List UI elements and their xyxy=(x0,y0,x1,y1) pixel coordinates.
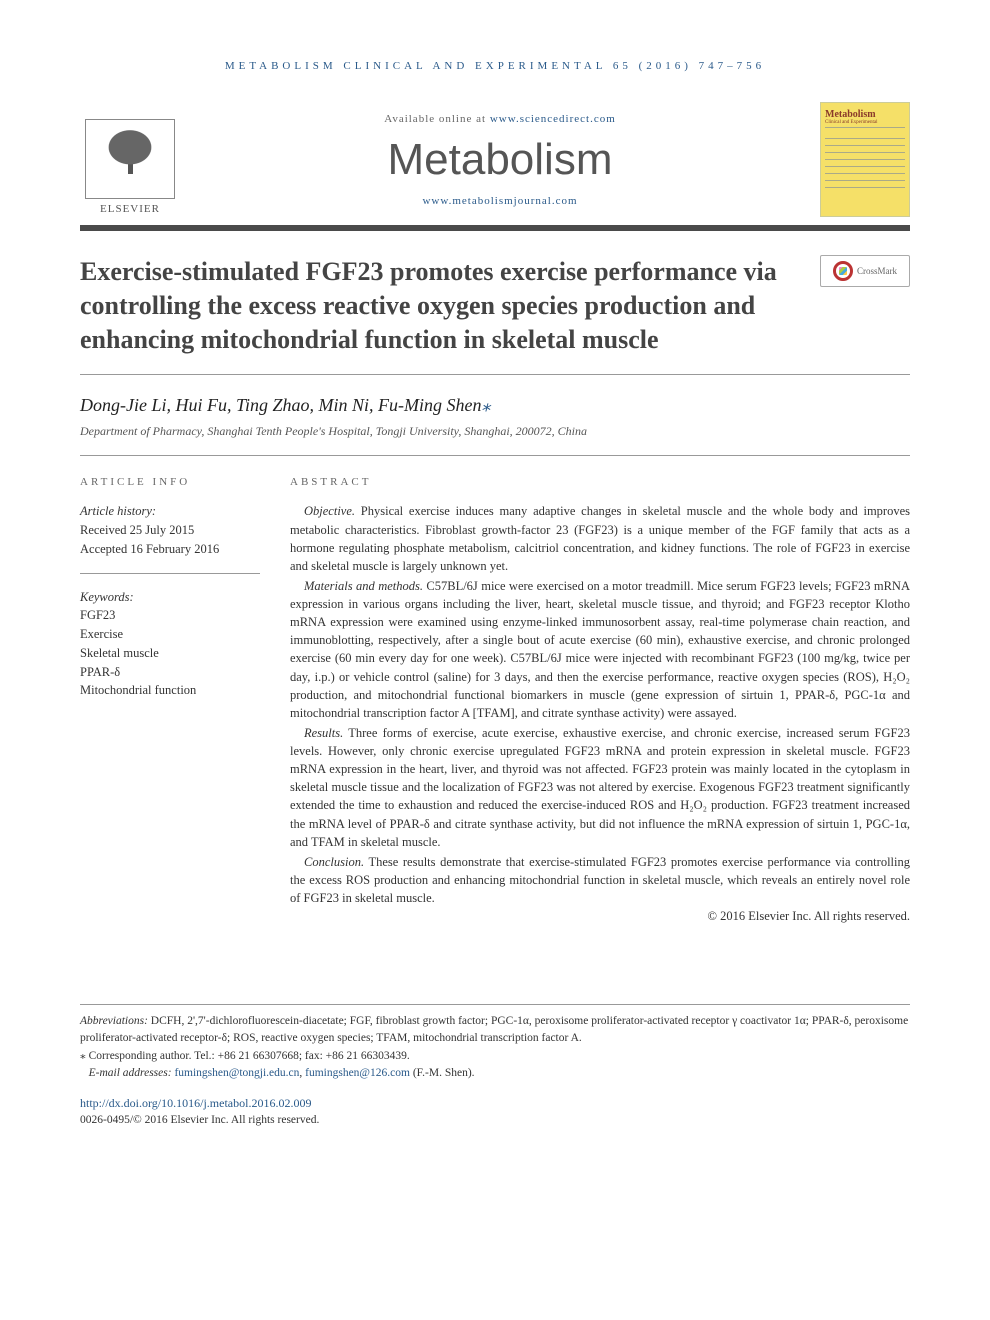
available-prefix: Available online at xyxy=(384,113,490,125)
abstract-conclusion: Conclusion. These results demonstrate th… xyxy=(290,853,910,907)
article-info-column: ARTICLE INFO Article history: Received 2… xyxy=(80,476,260,924)
abstract-text: Three forms of exercise, acute exercise,… xyxy=(290,726,910,849)
abstract-lead: Materials and methods. xyxy=(304,579,423,593)
journal-header: ELSEVIER Available online at www.science… xyxy=(80,102,910,217)
email-link-1[interactable]: fumingshen@tongji.edu.cn xyxy=(174,1067,299,1079)
crossmark-icon xyxy=(833,261,853,281)
footnotes: Abbreviations: DCFH, 2',7'-dichlorofluor… xyxy=(80,1004,910,1129)
journal-url[interactable]: www.metabolismjournal.com xyxy=(422,195,577,207)
article-title: Exercise-stimulated FGF23 promotes exerc… xyxy=(80,255,910,356)
issn-copyright-line: 0026-0495/© 2016 Elsevier Inc. All right… xyxy=(80,1112,910,1129)
authors-text: Dong-Jie Li, Hui Fu, Ting Zhao, Min Ni, … xyxy=(80,395,481,415)
received-date: Received 25 July 2015 xyxy=(80,521,260,540)
journal-homepage-link: www.metabolismjournal.com xyxy=(180,195,820,207)
corr-text: Corresponding author. Tel.: +86 21 66307… xyxy=(86,1050,410,1062)
info-divider xyxy=(80,573,260,574)
corresponding-author-line: ⁎ Corresponding author. Tel.: +86 21 663… xyxy=(80,1048,910,1065)
abstract-text: C57BL/6J mice were exercised on a motor … xyxy=(290,579,910,720)
abstract-text: Physical exercise induces many adaptive … xyxy=(290,504,910,572)
keyword: Skeletal muscle xyxy=(80,644,260,663)
abstract-methods: Materials and methods. C57BL/6J mice wer… xyxy=(290,577,910,722)
abstract-lead: Objective. xyxy=(304,504,355,518)
keyword: Exercise xyxy=(80,625,260,644)
title-section: Exercise-stimulated FGF23 promotes exerc… xyxy=(80,225,910,375)
abstract-copyright: © 2016 Elsevier Inc. All rights reserved… xyxy=(290,909,910,924)
email-line: E-mail addresses: fumingshen@tongji.edu.… xyxy=(80,1065,910,1082)
corresponding-mark: ⁎ xyxy=(481,395,490,415)
running-header: METABOLISM CLINICAL AND EXPERIMENTAL 65 … xyxy=(80,60,910,72)
email-label: E-mail addresses: xyxy=(89,1067,175,1079)
abbr-label: Abbreviations: xyxy=(80,1015,148,1027)
keywords-label: Keywords: xyxy=(80,588,260,607)
keyword: Mitochondrial function xyxy=(80,681,260,700)
keyword: FGF23 xyxy=(80,606,260,625)
affiliation: Department of Pharmacy, Shanghai Tenth P… xyxy=(80,424,910,456)
abstract-objective: Objective. Physical exercise induces man… xyxy=(290,502,910,575)
accepted-date: Accepted 16 February 2016 xyxy=(80,540,260,559)
author-list: Dong-Jie Li, Hui Fu, Ting Zhao, Min Ni, … xyxy=(80,395,910,416)
elsevier-label: ELSEVIER xyxy=(100,203,160,215)
article-info-heading: ARTICLE INFO xyxy=(80,476,260,488)
elsevier-tree-icon xyxy=(85,119,175,199)
doi-line: http://dx.doi.org/10.1016/j.metabol.2016… xyxy=(80,1094,910,1112)
abstract-results: Results. Three forms of exercise, acute … xyxy=(290,724,910,851)
article-info-block: Article history: Received 25 July 2015 A… xyxy=(80,502,260,700)
cover-subtitle: Clinical and Experimental xyxy=(825,120,905,128)
elsevier-logo: ELSEVIER xyxy=(80,105,180,215)
abbreviations-line: Abbreviations: DCFH, 2',7'-dichlorofluor… xyxy=(80,1013,910,1048)
available-online-text: Available online at www.sciencedirect.co… xyxy=(180,113,820,125)
crossmark-badge[interactable]: CrossMark xyxy=(820,255,910,287)
doi-link[interactable]: http://dx.doi.org/10.1016/j.metabol.2016… xyxy=(80,1096,311,1110)
abstract-lead: Results. xyxy=(304,726,343,740)
abbr-text: DCFH, 2',7'-dichlorofluorescein-diacetat… xyxy=(80,1015,908,1044)
crossmark-label: CrossMark xyxy=(857,266,897,276)
sciencedirect-link[interactable]: www.sciencedirect.com xyxy=(490,113,616,125)
cover-title: Metabolism xyxy=(825,109,905,120)
abstract-lead: Conclusion. xyxy=(304,855,364,869)
content-columns: ARTICLE INFO Article history: Received 2… xyxy=(80,476,910,924)
email-link-2[interactable]: fumingshen@126.com xyxy=(305,1067,410,1079)
center-header: Available online at www.sciencedirect.co… xyxy=(180,113,820,207)
history-label: Article history: xyxy=(80,502,260,521)
abstract-text: These results demonstrate that exercise-… xyxy=(290,855,910,905)
journal-name: Metabolism xyxy=(180,135,820,185)
keyword: PPAR-δ xyxy=(80,663,260,682)
journal-cover-thumbnail: Metabolism Clinical and Experimental xyxy=(820,102,910,217)
email-suffix: (F.-M. Shen). xyxy=(410,1067,475,1079)
abstract-column: ABSTRACT Objective. Physical exercise in… xyxy=(290,476,910,924)
abstract-heading: ABSTRACT xyxy=(290,476,910,488)
